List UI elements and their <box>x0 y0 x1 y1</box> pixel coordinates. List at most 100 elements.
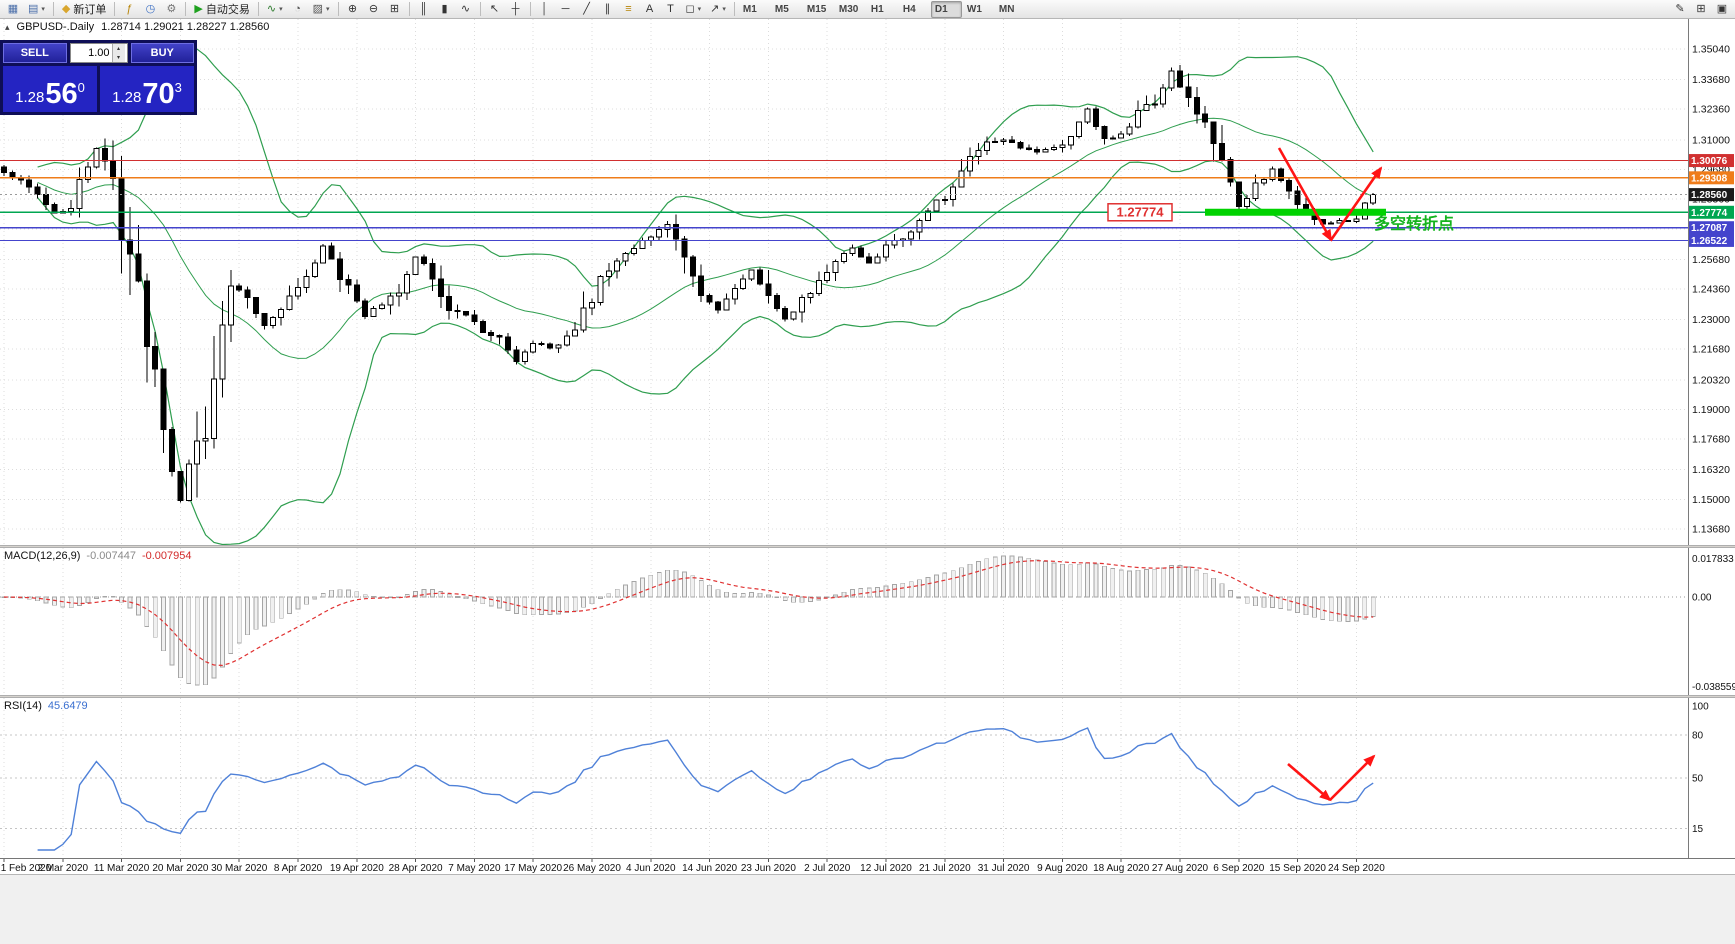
tf-w1-button[interactable]: W1 <box>963 1 994 18</box>
line-chart-type-button[interactable]: ∿ <box>456 1 476 18</box>
shapes-button[interactable]: ◻ ▾ <box>682 1 706 18</box>
sell-button[interactable]: SELL <box>3 43 67 63</box>
tile-windows-button[interactable]: ⊞ <box>385 1 405 18</box>
new-order-button[interactable]: ◆ 新订单 <box>58 1 110 18</box>
trend-arrow[interactable] <box>1287 763 1332 802</box>
grid-windows-icon[interactable]: ⊞ <box>1691 1 1711 18</box>
macd-histogram-bar <box>539 596 544 615</box>
macd-histogram-bar <box>379 596 385 599</box>
candle <box>429 262 436 280</box>
profiles-icon: ▤ <box>28 2 39 15</box>
candle <box>227 285 234 326</box>
trend-arrow[interactable] <box>1329 754 1376 801</box>
cursor-button[interactable]: ↖ <box>485 1 505 18</box>
horizontal-line-button[interactable]: ─ <box>556 1 576 18</box>
buy-button[interactable]: BUY <box>130 43 194 63</box>
candle <box>580 307 587 331</box>
tf-m15-button[interactable]: M15 <box>803 1 834 18</box>
buy-price-display[interactable]: 1.28 70 3 <box>100 66 194 112</box>
one-click-collapse-icon[interactable]: ▴ <box>5 22 10 32</box>
macd-histogram-bar <box>236 596 242 644</box>
macd-histogram-bar <box>446 593 452 598</box>
expert-advisors-icon[interactable]: ƒ <box>119 1 139 18</box>
zoom-out-button[interactable]: ⊖ <box>364 1 384 18</box>
price-scale[interactable] <box>1688 19 1735 545</box>
bar-chart-type-icon: ║ <box>419 2 428 15</box>
candlestick-type-button[interactable]: ▮ <box>435 1 455 18</box>
window-bottom-area <box>0 874 1735 944</box>
candle <box>589 301 595 309</box>
trend-arrow[interactable] <box>1329 166 1383 241</box>
rsi-value: 45.6479 <box>47 700 88 712</box>
price-scale[interactable] <box>1688 548 1735 695</box>
zoom-in-button[interactable]: ⊕ <box>343 1 363 18</box>
profiles-button[interactable]: ▤ ▾ <box>24 1 49 18</box>
sell-price-display[interactable]: 1.28 56 0 <box>3 66 97 112</box>
macd-histogram-bar <box>606 593 612 598</box>
volume-input[interactable] <box>70 44 112 62</box>
label-button[interactable]: T <box>661 1 681 18</box>
bar-chart-type-button[interactable]: ║ <box>414 1 434 18</box>
macd-histogram-bar <box>194 596 200 686</box>
chevron-down-icon: ▾ <box>722 6 726 13</box>
candle <box>757 269 763 285</box>
templates-button[interactable]: ▨ ▾ <box>309 1 334 18</box>
tf-m30-button[interactable]: M30 <box>835 1 866 18</box>
crosshair-button[interactable]: ┼ <box>506 1 526 18</box>
macd-pane[interactable]: 0.017833 0.00 -0.038559 MACD(12,26,9) -0.0… <box>0 548 1735 695</box>
time-axis[interactable]: 1 Feb 2020 2 Mar 2020 11 Mar 2020 20 Mar 20… <box>0 858 1735 874</box>
periods-button[interactable]: ◔ <box>288 1 308 18</box>
price-tick-label: 1.24360 <box>1692 284 1730 296</box>
edit-icon[interactable]: ✎ <box>1670 1 1690 18</box>
history-center-icon[interactable]: ◷ <box>140 1 160 18</box>
macd-histogram-bar <box>1085 562 1090 598</box>
macd-histogram-bar <box>245 596 251 636</box>
turning-point-annotation[interactable]: 多空转折点 <box>1374 214 1454 233</box>
macd-histogram-bar <box>623 584 628 598</box>
tf-h4-button[interactable]: H4 <box>899 1 930 18</box>
candle <box>1017 141 1024 149</box>
text-button[interactable]: A <box>640 1 660 18</box>
arrows-button[interactable]: ↗ ▾ <box>706 1 730 18</box>
candle <box>1000 139 1007 142</box>
candle <box>1286 179 1293 192</box>
tf-mn-button[interactable]: MN <box>995 1 1026 18</box>
channel-button[interactable]: ∥ <box>598 1 618 18</box>
macd-histogram-bar <box>1135 569 1141 598</box>
options-icon[interactable]: ⚙ <box>161 1 181 18</box>
new-chart-button[interactable]: ▦ <box>3 1 23 18</box>
tf-m1-button[interactable]: M1 <box>739 1 770 18</box>
trend-arrow[interactable] <box>1277 147 1333 242</box>
price-tick-label: 1.21680 <box>1692 344 1730 356</box>
candle <box>202 437 209 442</box>
dock-icon[interactable]: ▣ <box>1712 1 1732 18</box>
vertical-line-button[interactable]: │ <box>535 1 555 18</box>
date-label: 2 Jul 2020 <box>804 863 851 874</box>
vertical-line-icon: │ <box>541 2 548 15</box>
price-scale[interactable] <box>1688 698 1735 858</box>
tf-d1-button[interactable]: D1 <box>930 0 962 18</box>
support-price-box[interactable] <box>1107 203 1173 222</box>
candle <box>706 294 713 303</box>
volume-down-icon[interactable]: ▾ <box>112 53 125 62</box>
trendline-button[interactable]: ╱ <box>577 1 597 18</box>
macd-histogram-bar <box>421 589 427 598</box>
autotrading-button[interactable]: ▶ 自动交易 <box>190 1 253 18</box>
indicators-button[interactable]: ∿ ▾ <box>263 1 287 18</box>
date-label: 2 Mar 2020 <box>38 863 89 874</box>
tf-h1-button[interactable]: H1 <box>867 1 898 18</box>
pane-separator[interactable] <box>0 695 1735 698</box>
price-chart-pane[interactable]: 1.350401.336801.323601.310001.296801.283… <box>0 19 1735 545</box>
macd-histogram-bar <box>850 589 855 598</box>
tf-m5-button[interactable]: M5 <box>771 1 802 18</box>
autotrading-button-label: 自动交易 <box>205 4 250 16</box>
candle <box>303 276 310 289</box>
line-chart-type-icon: ∿ <box>460 2 471 15</box>
channel-icon: ∥ <box>604 2 611 15</box>
fibonacci-button[interactable]: ≡ <box>619 1 639 18</box>
rsi-pane[interactable]: 100 80 50 15 RSI(14) 45.6479 <box>0 698 1735 858</box>
volume-up-icon[interactable]: ▴ <box>112 44 125 53</box>
toolbar-separator <box>114 2 116 16</box>
pane-separator[interactable] <box>0 545 1735 548</box>
candle <box>93 148 100 168</box>
